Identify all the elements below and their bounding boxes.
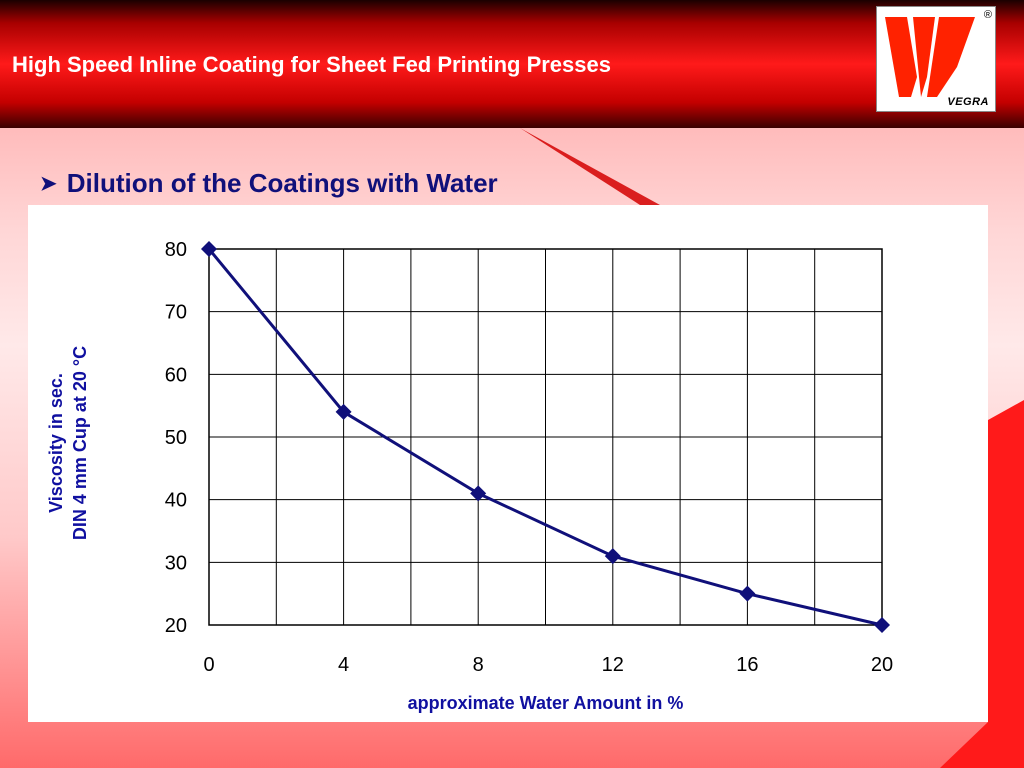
x-axis-label: approximate Water Amount in % xyxy=(408,693,684,713)
header-bar: High Speed Inline Coating for Sheet Fed … xyxy=(0,0,1024,128)
bullet-text: Dilution of the Coatings with Water xyxy=(66,168,498,198)
x-tick-label: 4 xyxy=(338,654,349,676)
logo-text: VEGRA xyxy=(947,96,989,108)
series-line xyxy=(207,248,883,627)
data-point-marker xyxy=(335,403,352,420)
data-point-marker xyxy=(201,241,217,257)
data-point-marker xyxy=(470,485,487,502)
y-tick-label: 80 xyxy=(165,239,187,261)
chart-panel: 20 30 40 50 60 70 80 0 4 8 12 16 20 approximate Water… xyxy=(28,205,988,722)
bullet-heading: ➤ Dilution of the Coatings with Water xyxy=(40,168,498,199)
y-tick-label: 20 xyxy=(165,615,187,637)
x-tick-label: 0 xyxy=(203,654,214,676)
registered-mark: ® xyxy=(983,9,992,21)
x-tick-label: 16 xyxy=(736,654,758,676)
arrow-bullet-icon: ➤ xyxy=(40,173,57,195)
y-tick-label: 70 xyxy=(165,302,187,324)
data-point-marker xyxy=(874,617,890,633)
data-point-marker xyxy=(739,585,756,602)
y-axis-label-line: Viscosity in sec. xyxy=(46,373,66,513)
data-point-marker xyxy=(604,548,621,565)
x-tick-label: 20 xyxy=(871,654,893,676)
y-tick-label: 30 xyxy=(165,552,187,574)
y-tick-label: 50 xyxy=(165,427,187,449)
viscosity-chart: 20 30 40 50 60 70 80 0 4 8 12 16 20 approximate Water… xyxy=(46,239,893,713)
x-tick-label: 8 xyxy=(473,654,484,676)
x-tick-label: 12 xyxy=(602,654,624,676)
y-axis-label-line: DIN 4 mm Cup at 20 °C xyxy=(70,346,90,540)
y-axis-label: Viscosity in sec. DIN 4 mm Cup at 20 °C xyxy=(46,346,90,540)
y-tick-label: 60 xyxy=(165,364,187,386)
y-tick-label: 40 xyxy=(165,490,187,512)
vegra-logo: ® VEGRA xyxy=(876,6,996,112)
vegra-logo-icon xyxy=(885,17,975,97)
slide-title: High Speed Inline Coating for Sheet Fed … xyxy=(12,52,611,77)
